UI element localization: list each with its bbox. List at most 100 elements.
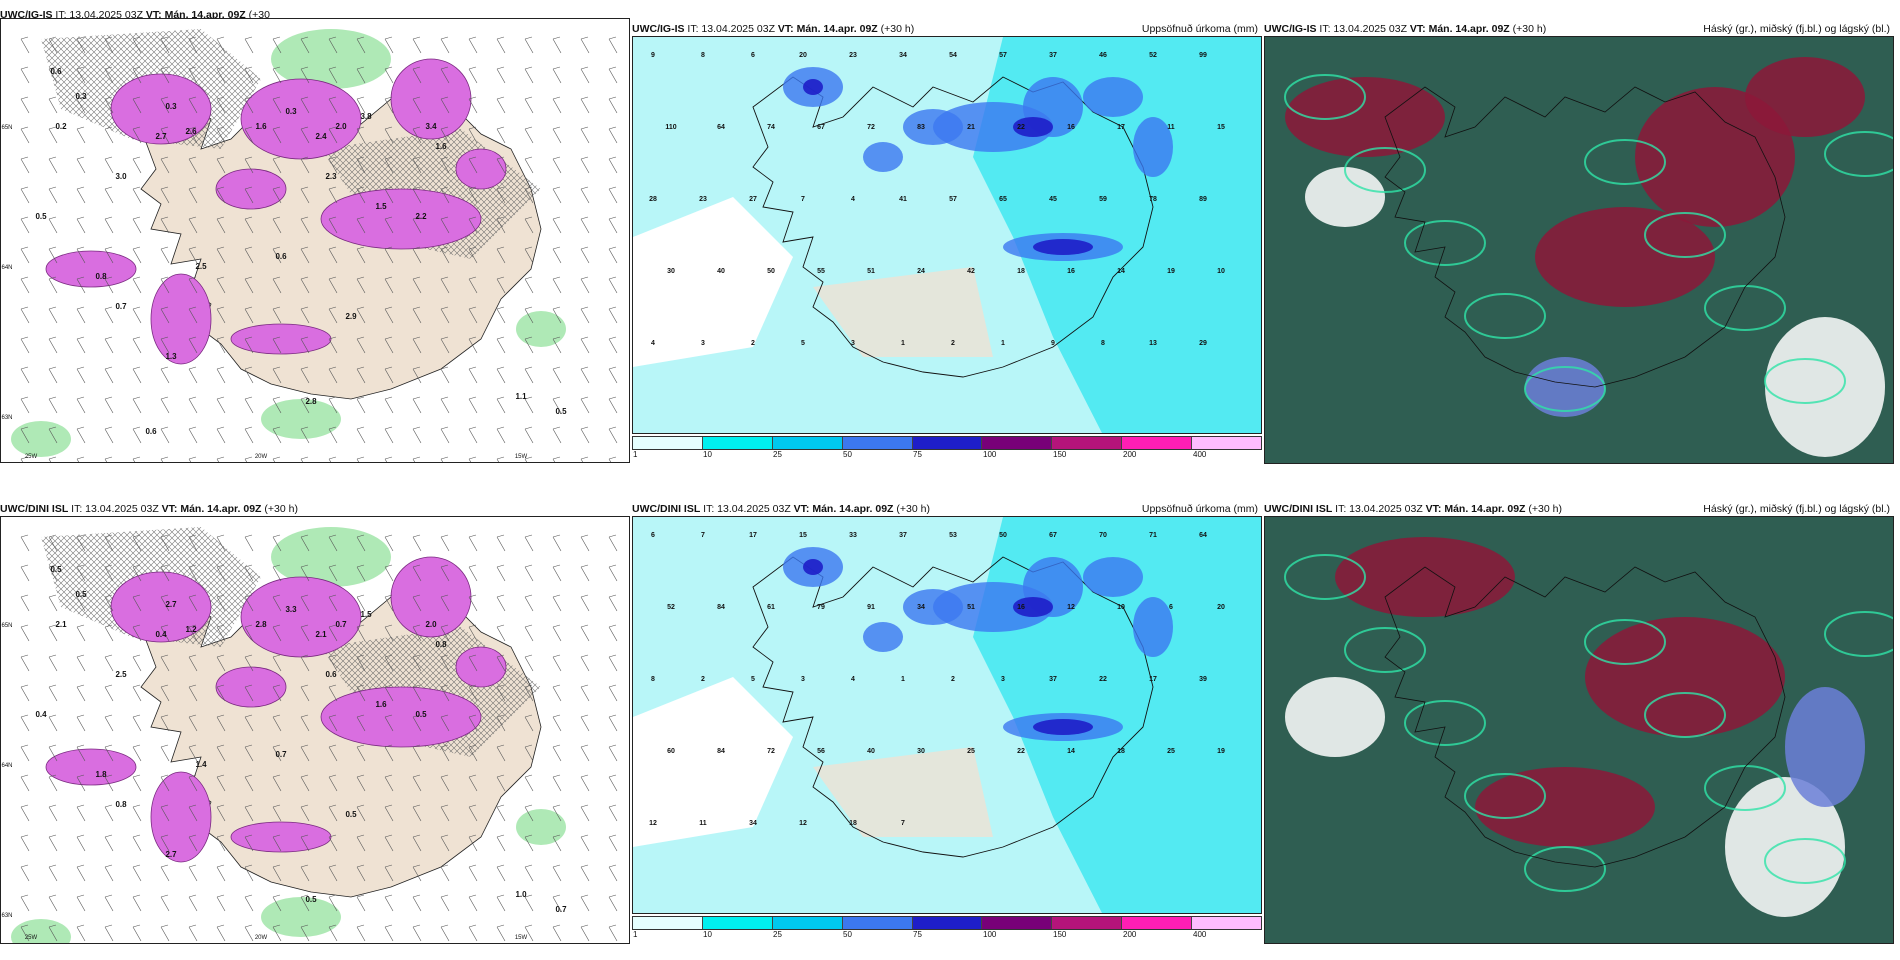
wind-barb (552, 834, 562, 852)
wind-barb (300, 804, 310, 822)
wind-barb (300, 534, 310, 552)
cloud-layer (1285, 77, 1445, 157)
cloud-contour (1644, 212, 1726, 258)
wind-barb (608, 744, 618, 762)
cloud-contour (1824, 131, 1893, 177)
wind-barb (580, 396, 590, 414)
wind-barb (48, 654, 58, 672)
precip-blob (150, 771, 212, 863)
colorbar-swatch (633, 917, 703, 929)
wind-barb (328, 894, 338, 912)
wind-barb (160, 894, 170, 912)
wind-barb (412, 744, 422, 762)
wind-barb (552, 156, 562, 174)
wind-barb (20, 834, 30, 852)
wind-barb (552, 804, 562, 822)
wind-barb (440, 276, 450, 294)
wind-barb (440, 564, 450, 582)
wind-barb (188, 834, 198, 852)
wind-barb (524, 564, 534, 582)
valid-time: VT: Mán. 14.apr. 09Z (161, 503, 262, 515)
wind-barb (20, 96, 30, 114)
wind-barb (356, 36, 366, 54)
wind-barb (496, 306, 506, 324)
precip-accumulation-value: 16 (1067, 124, 1075, 131)
colorbar-tick-label: 400 (1193, 930, 1207, 939)
precip-accumulation-value: 9 (651, 52, 655, 59)
wind-barb (496, 426, 506, 444)
wind-barb (244, 36, 254, 54)
wind-barb (272, 126, 282, 144)
precip-value: 0.3 (285, 107, 297, 116)
wind-barb (300, 216, 310, 234)
wind-barb (272, 654, 282, 672)
precip-accumulation-value: 20 (1217, 604, 1225, 611)
wind-barb (496, 96, 506, 114)
precip-core (1083, 77, 1143, 117)
wind-barb (524, 276, 534, 294)
wind-barb (188, 156, 198, 174)
wind-barb (608, 834, 618, 852)
colorbar-swatch (633, 437, 703, 449)
wind-barb (580, 366, 590, 384)
wind-barb (216, 366, 226, 384)
wind-barb (48, 834, 58, 852)
wind-barb (104, 744, 114, 762)
wind-barb (496, 456, 505, 462)
wind-barb (216, 714, 226, 732)
cloud-layer (1475, 767, 1655, 847)
colorbar-tick-label: 75 (913, 930, 922, 939)
precip-accumulation-value: 5 (751, 676, 755, 683)
wind-barb (216, 534, 226, 552)
wind-barb (440, 534, 450, 552)
lat-label: 63N (1, 415, 12, 421)
wind-barb (496, 924, 506, 942)
wind-barb (328, 714, 338, 732)
wind-barb (328, 126, 338, 144)
colorbar-tick-label: 200 (1123, 930, 1137, 939)
wind-barb (552, 186, 562, 204)
colorbar-tick-label: 75 (913, 450, 922, 459)
wind-barb (48, 156, 58, 174)
precip-accumulation-value: 4 (651, 340, 655, 347)
wind-barb (104, 36, 114, 54)
precip-white-area (633, 677, 793, 847)
wind-barb (580, 774, 590, 792)
wind-barb (468, 594, 478, 612)
wind-barb (496, 624, 506, 642)
wind-barb (132, 216, 142, 234)
colorbar-ticks: 1 10 25 50 75 100 150 200 400 (632, 450, 1262, 460)
wind-barb (384, 924, 394, 942)
wind-barb (328, 156, 338, 174)
precip-accumulation-value: 17 (1149, 676, 1157, 683)
wind-barb (496, 654, 506, 672)
iceland-outline (1384, 86, 1786, 388)
wind-barb (160, 366, 170, 384)
wind-barb (356, 396, 366, 414)
cloud-contour (1764, 838, 1846, 884)
wind-barb (48, 744, 58, 762)
lead-time: (+30 h) (1512, 23, 1547, 35)
wind-barb (356, 306, 366, 324)
wind-barb (412, 336, 422, 354)
wind-barb (48, 246, 58, 264)
wind-barb (300, 426, 310, 444)
wind-barb (216, 126, 226, 144)
precip-value: 0.7 (335, 620, 347, 629)
wind-barb (328, 276, 338, 294)
wind-barb (48, 924, 58, 942)
wind-barb (440, 186, 450, 204)
colorbar-swatch (772, 917, 843, 929)
wind-barb (216, 924, 226, 942)
wind-barb (552, 426, 562, 444)
wind-barb (412, 924, 422, 942)
precip-value: 1.6 (435, 142, 447, 151)
wind-barb (524, 336, 534, 354)
wind-barb (48, 126, 58, 144)
precip-tan-area (813, 267, 993, 357)
wind-barb (76, 366, 86, 384)
wind-barb (468, 96, 478, 114)
colorbar-tick-label: 200 (1123, 450, 1137, 459)
wind-barb (244, 66, 254, 84)
wind-barb (48, 66, 58, 84)
